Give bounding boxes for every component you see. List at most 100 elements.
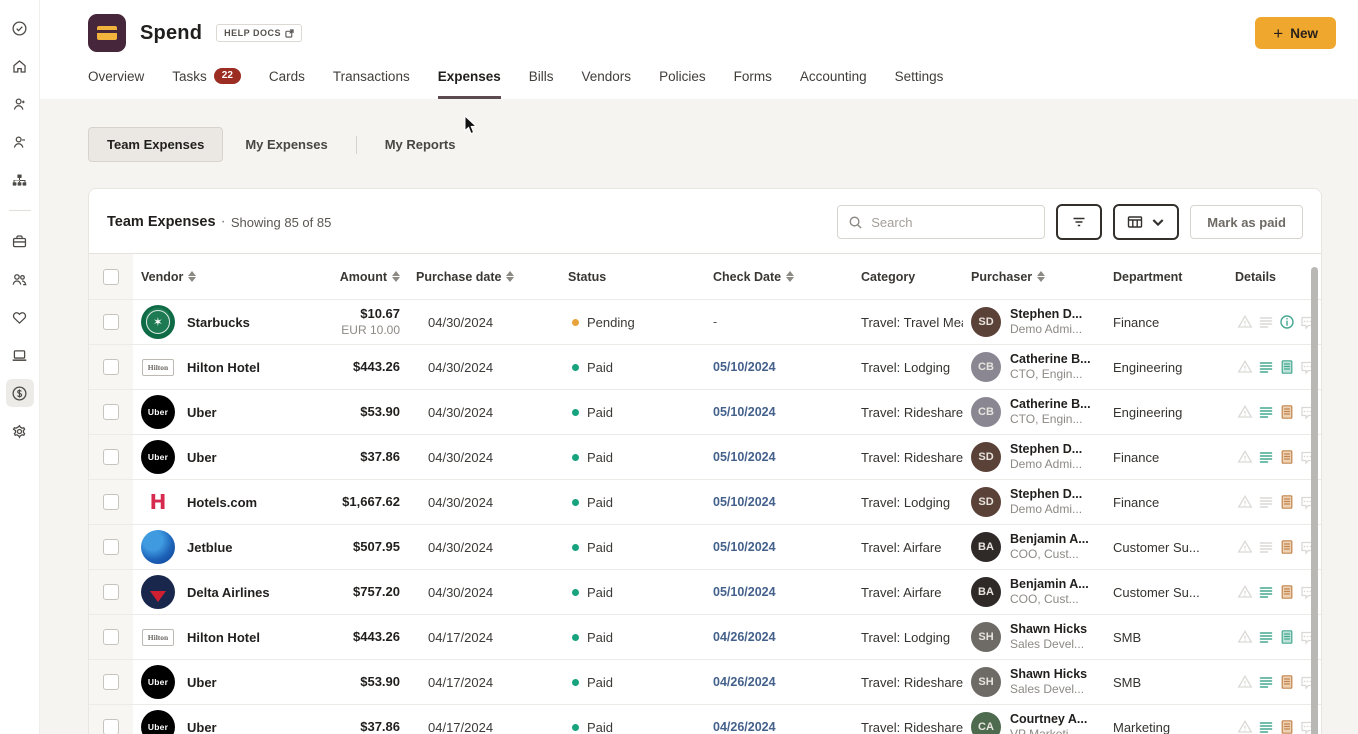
warning-triangle-icon[interactable] [1237,449,1253,465]
sidebar-item-user-plus[interactable] [6,90,34,118]
memo-icon[interactable] [1258,719,1274,734]
check-date-link[interactable]: 05/10/2024 [693,585,841,599]
scrollbar-thumb[interactable] [1311,267,1318,734]
row-checkbox[interactable] [103,674,119,690]
table-row[interactable]: H Hotels.com $1,667.62 04/30/2024 Paid 0… [89,479,1321,524]
sidebar-item-gear[interactable] [6,417,34,445]
sidebar-item-check-circle[interactable] [6,14,34,42]
column-header-amount[interactable]: Amount [313,270,408,284]
memo-icon[interactable] [1258,449,1274,465]
subtab-my-reports[interactable]: My Reports [367,128,474,161]
table-scrollbar[interactable] [1311,267,1318,734]
table-row[interactable]: Jetblue $507.95 04/30/2024 Paid 05/10/20… [89,524,1321,569]
receipt-icon[interactable] [1279,404,1295,420]
check-date-link[interactable]: 05/10/2024 [693,540,841,554]
receipt-icon[interactable] [1279,539,1295,555]
warning-triangle-icon[interactable] [1237,539,1253,555]
memo-icon[interactable] [1258,629,1274,645]
memo-icon[interactable] [1258,494,1274,510]
table-row[interactable]: Uber Uber $37.86 04/30/2024 Paid 05/10/2… [89,434,1321,479]
memo-icon[interactable] [1258,404,1274,420]
row-checkbox[interactable] [103,359,119,375]
sidebar-item-heart[interactable] [6,303,34,331]
warning-triangle-icon[interactable] [1237,404,1253,420]
table-row[interactable]: Uber Uber $53.90 04/30/2024 Paid 05/10/2… [89,389,1321,434]
subtab-my-expenses[interactable]: My Expenses [227,128,345,161]
help-docs-button[interactable]: HELP DOCS [216,24,302,42]
sidebar-item-home[interactable] [6,52,34,80]
warning-triangle-icon[interactable] [1237,674,1253,690]
select-all-checkbox[interactable] [103,269,119,285]
tab-vendors[interactable]: Vendors [582,68,632,99]
sort-icon[interactable] [188,271,196,282]
memo-icon[interactable] [1258,539,1274,555]
table-row[interactable]: Uber Uber $37.86 04/17/2024 Paid 04/26/2… [89,704,1321,734]
warning-triangle-icon[interactable] [1237,494,1253,510]
info-circle-icon[interactable] [1279,314,1295,330]
table-row[interactable]: Uber Uber $53.90 04/17/2024 Paid 04/26/2… [89,659,1321,704]
tab-accounting[interactable]: Accounting [800,68,867,99]
table-row[interactable]: Starbucks $10.67 EUR 10.00 04/30/2024 Pe… [89,299,1321,344]
receipt-icon[interactable] [1279,584,1295,600]
check-date-link[interactable]: 04/26/2024 [693,675,841,689]
receipt-icon[interactable] [1279,359,1295,375]
tab-overview[interactable]: Overview [88,68,144,99]
row-checkbox[interactable] [103,494,119,510]
column-header-purchase-date[interactable]: Purchase date [408,270,548,284]
tab-cards[interactable]: Cards [269,68,305,99]
check-date-link[interactable]: 05/10/2024 [693,450,841,464]
table-row[interactable]: Hilton Hilton Hotel $443.26 04/30/2024 P… [89,344,1321,389]
row-checkbox[interactable] [103,539,119,555]
filter-button[interactable] [1056,204,1102,240]
memo-icon[interactable] [1258,359,1274,375]
sort-icon[interactable] [506,271,514,282]
sidebar-item-org-chart[interactable] [6,166,34,194]
mark-as-paid-button[interactable]: Mark as paid [1190,205,1303,239]
tab-transactions[interactable]: Transactions [333,68,410,99]
tab-forms[interactable]: Forms [734,68,772,99]
receipt-icon[interactable] [1279,674,1295,690]
row-checkbox[interactable] [103,314,119,330]
receipt-icon[interactable] [1279,629,1295,645]
memo-icon[interactable] [1258,674,1274,690]
sidebar-item-dollar-circle[interactable] [6,379,34,407]
receipt-icon[interactable] [1279,494,1295,510]
check-date-link[interactable]: 05/10/2024 [693,495,841,509]
tab-settings[interactable]: Settings [895,68,944,99]
check-date-link[interactable]: 04/26/2024 [693,630,841,644]
sidebar-item-laptop[interactable] [6,341,34,369]
memo-icon[interactable] [1258,584,1274,600]
table-row[interactable]: Delta Airlines $757.20 04/30/2024 Paid 0… [89,569,1321,614]
tab-tasks[interactable]: Tasks22 [172,68,241,99]
warning-triangle-icon[interactable] [1237,584,1253,600]
search-input[interactable] [871,215,1034,230]
subtab-team-expenses[interactable]: Team Expenses [88,127,223,162]
row-checkbox[interactable] [103,404,119,420]
receipt-icon[interactable] [1279,719,1295,734]
search-box[interactable] [837,205,1045,239]
sidebar-item-user-minus[interactable] [6,128,34,156]
warning-triangle-icon[interactable] [1237,719,1253,734]
row-checkbox[interactable] [103,719,119,734]
tab-bills[interactable]: Bills [529,68,554,99]
columns-button[interactable] [1113,204,1179,240]
row-checkbox[interactable] [103,449,119,465]
sort-icon[interactable] [786,271,794,282]
column-header-vendor[interactable]: Vendor [133,270,313,284]
column-header-check-date[interactable]: Check Date [693,270,841,284]
check-date-link[interactable]: 05/10/2024 [693,360,841,374]
table-row[interactable]: Hilton Hilton Hotel $443.26 04/17/2024 P… [89,614,1321,659]
tab-policies[interactable]: Policies [659,68,706,99]
warning-triangle-icon[interactable] [1237,629,1253,645]
warning-triangle-icon[interactable] [1237,359,1253,375]
memo-icon[interactable] [1258,314,1274,330]
new-button[interactable]: + New [1255,17,1336,49]
sort-icon[interactable] [392,271,400,282]
row-checkbox[interactable] [103,629,119,645]
warning-triangle-icon[interactable] [1237,314,1253,330]
check-date-link[interactable]: 05/10/2024 [693,405,841,419]
receipt-icon[interactable] [1279,449,1295,465]
column-header-purchaser[interactable]: Purchaser [963,270,1105,284]
sidebar-item-briefcase[interactable] [6,227,34,255]
check-date-link[interactable]: 04/26/2024 [693,720,841,734]
